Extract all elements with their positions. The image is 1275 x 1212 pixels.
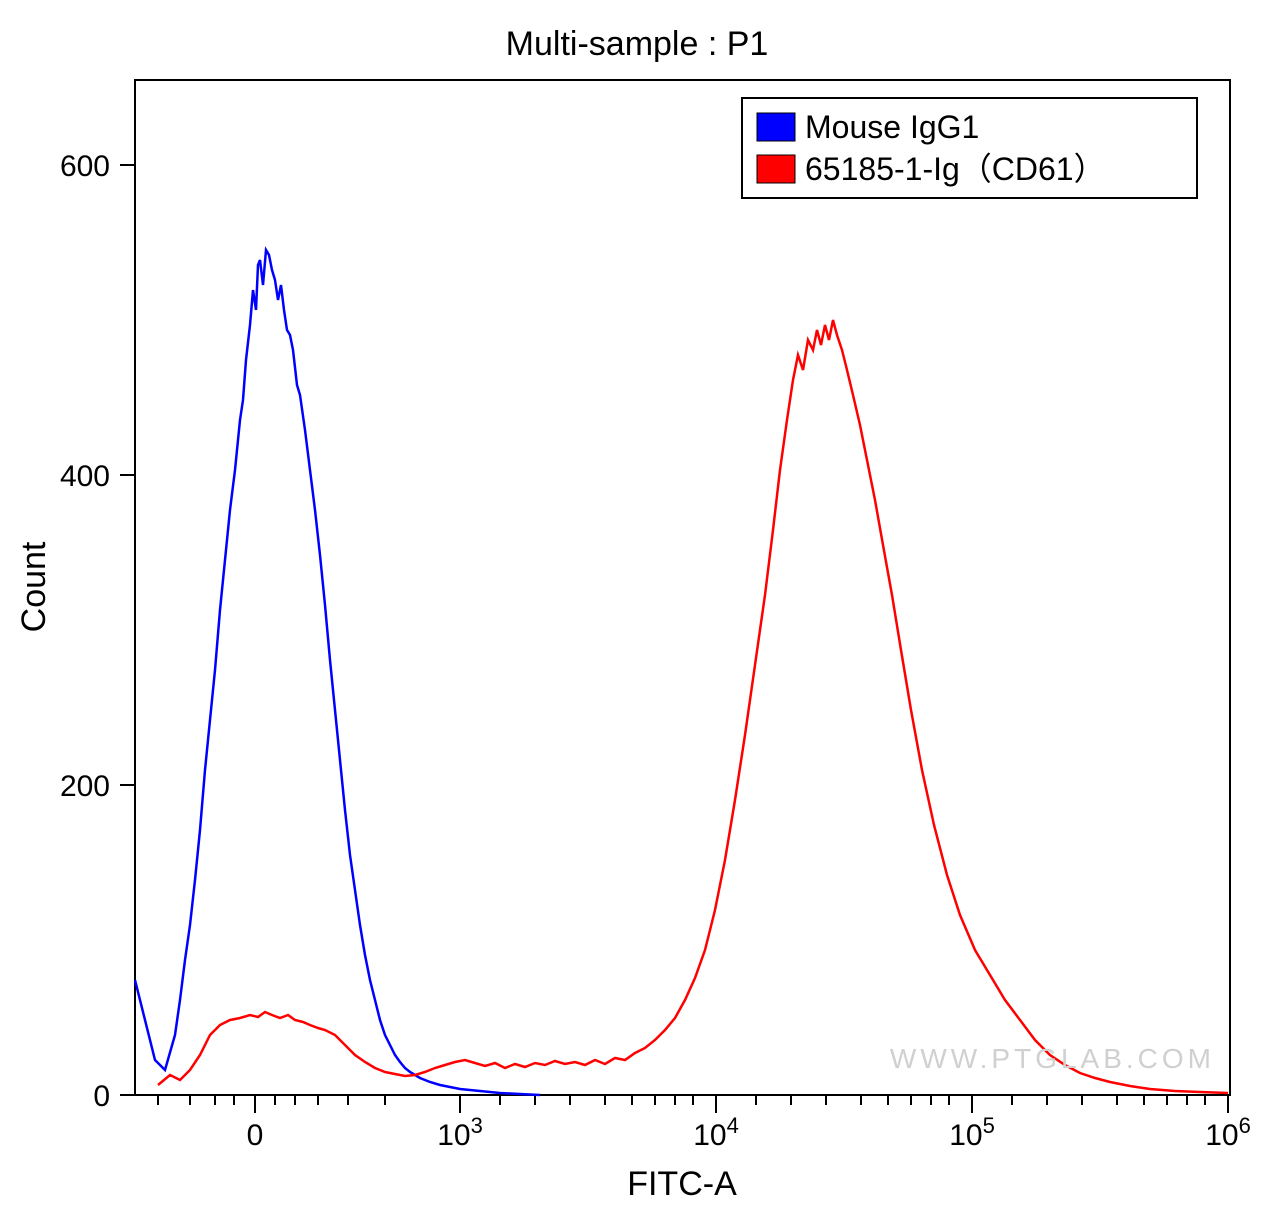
series-mouse-igg1: [135, 250, 540, 1095]
x-tick-label-0: 0: [247, 1119, 264, 1152]
y-tick-label-0: 0: [93, 1080, 110, 1113]
series-65185-1-ig: [158, 320, 1228, 1093]
legend: Mouse IgG1 65185-1-Ig（CD61）: [742, 98, 1197, 198]
legend-label-0: Mouse IgG1: [805, 109, 979, 145]
x-tick-label-1e3: 103: [437, 1113, 483, 1152]
flow-cytometry-histogram: Multi-sample : P1 0 200 400 600 Count 0 …: [0, 0, 1275, 1212]
chart-title: Multi-sample : P1: [506, 25, 769, 63]
x-axis-label: FITC-A: [627, 1165, 737, 1203]
legend-swatch-blue: [757, 113, 795, 141]
y-tick-label-400: 400: [60, 460, 110, 493]
legend-swatch-red: [757, 155, 795, 183]
x-tick-label-1e6: 106: [1205, 1113, 1251, 1152]
watermark: WWW.PTGLAB.COM: [890, 1043, 1215, 1074]
y-tick-label-600: 600: [60, 150, 110, 183]
legend-label-1: 65185-1-Ig（CD61）: [805, 151, 1106, 187]
chart-container: Multi-sample : P1 0 200 400 600 Count 0 …: [0, 0, 1275, 1212]
y-tick-label-200: 200: [60, 770, 110, 803]
x-axis-ticks: 0 103 104 105 106: [158, 1095, 1251, 1152]
x-tick-label-1e5: 105: [949, 1113, 995, 1152]
y-axis-label: Count: [15, 541, 53, 632]
plot-border: [135, 80, 1230, 1095]
y-axis-ticks: 0 200 400 600: [60, 150, 135, 1113]
x-tick-label-1e4: 104: [693, 1113, 739, 1152]
